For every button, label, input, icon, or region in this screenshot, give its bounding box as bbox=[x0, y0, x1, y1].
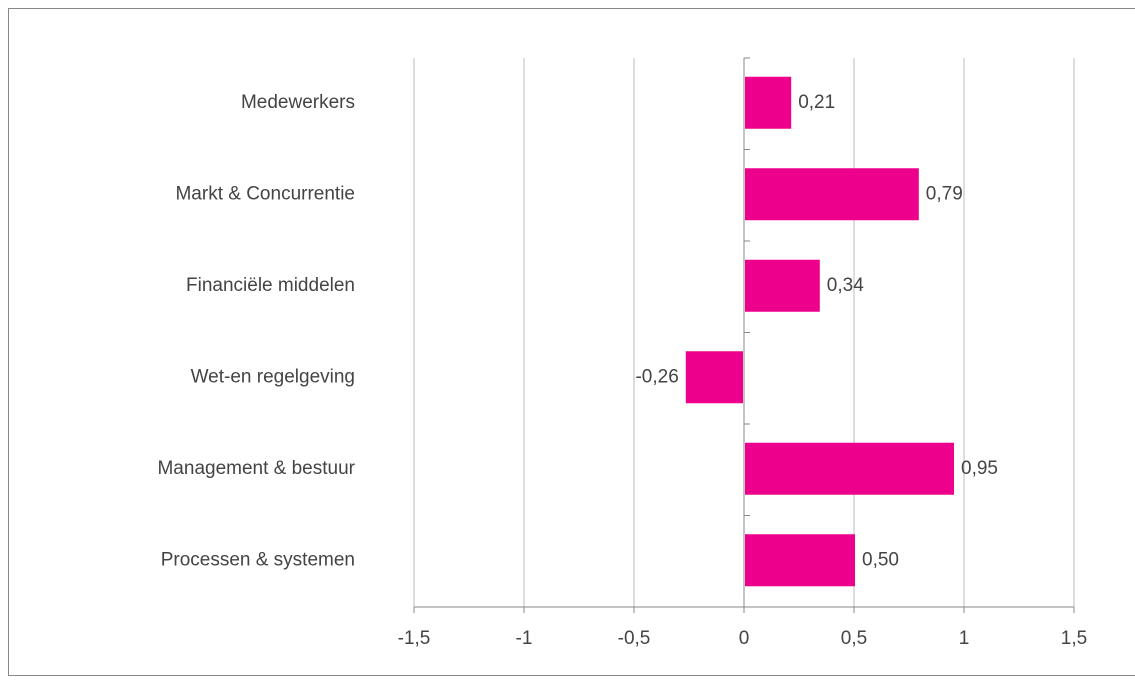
bar bbox=[745, 76, 792, 129]
x-tick-label: -1 bbox=[516, 628, 533, 649]
value-label: 0,34 bbox=[827, 275, 864, 296]
y-tick-label: Financiële middelen bbox=[186, 275, 355, 296]
frame bbox=[8, 8, 1135, 676]
bar bbox=[745, 442, 954, 495]
x-tick-label: 0,5 bbox=[841, 628, 867, 649]
value-label: 0,50 bbox=[862, 549, 899, 570]
value-label: 0,79 bbox=[926, 183, 963, 204]
y-tick-label: Processen & systemen bbox=[161, 549, 355, 570]
x-tick-label: -1,5 bbox=[398, 628, 431, 649]
y-tick-label: Wet-en regelgeving bbox=[191, 366, 355, 387]
x-tick-label: 1,5 bbox=[1061, 628, 1087, 649]
value-label: -0,26 bbox=[635, 366, 678, 387]
value-label: 0,21 bbox=[798, 92, 835, 113]
y-tick-label: Markt & Concurrentie bbox=[175, 183, 355, 204]
x-tick-label: -0,5 bbox=[618, 628, 651, 649]
bar bbox=[745, 534, 855, 587]
bar bbox=[685, 351, 743, 404]
y-tick-label: Medewerkers bbox=[241, 92, 355, 113]
x-tick-label: 0 bbox=[739, 628, 750, 649]
bar bbox=[745, 168, 919, 221]
value-label: 0,95 bbox=[961, 458, 998, 479]
x-tick-label: 1 bbox=[959, 628, 970, 649]
bar bbox=[745, 259, 820, 312]
y-tick-label: Management & bestuur bbox=[157, 458, 355, 479]
